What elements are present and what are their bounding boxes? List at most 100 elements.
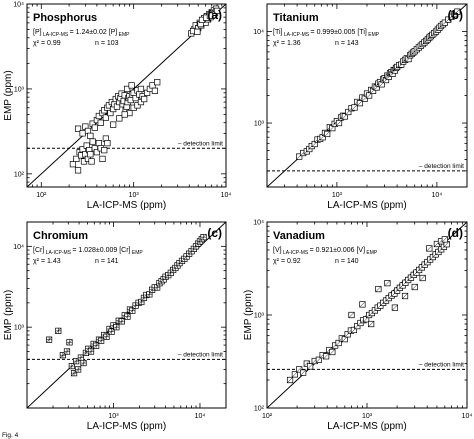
data-point <box>99 155 106 162</box>
detection-limit-label: – detection limit <box>419 361 464 368</box>
data-point <box>55 327 62 334</box>
data-point <box>97 119 104 126</box>
data-point <box>87 348 95 355</box>
caption-fragment: Fig. 4 <box>2 432 19 439</box>
plot-frame <box>26 221 227 409</box>
data-point <box>138 298 145 306</box>
data-point <box>359 301 366 308</box>
panel-label: (a) <box>207 8 222 22</box>
data-point <box>368 320 375 328</box>
data-point <box>296 366 303 373</box>
data-point <box>87 132 94 139</box>
panel-label: (d) <box>448 226 463 240</box>
sample-count: n = 103 <box>95 40 119 47</box>
data-point <box>454 8 461 15</box>
panel-phosphorus: 10² 10³ 10⁴ 10² 10³ 10⁴ LA-ICP-MS (ppm) EMP (pp… <box>3 2 231 212</box>
data-point <box>426 245 433 252</box>
x-tick-label: 10³ <box>362 413 373 420</box>
y-axis-label: EMP (ppm) <box>243 290 254 340</box>
detection-limit-label: – detection limit <box>178 140 223 147</box>
x-tick-label: 10³ <box>108 413 119 420</box>
x-tick-label: 10³ <box>332 192 343 199</box>
data-point <box>348 311 355 319</box>
data-point <box>324 130 331 138</box>
chi-square: χ² = 1.43 <box>33 258 61 265</box>
data-point <box>87 151 94 158</box>
data-point <box>93 342 100 349</box>
y-tick-label: 10³ <box>254 121 265 128</box>
x-tick-label: 10⁴ <box>462 413 473 420</box>
data-point <box>124 313 131 320</box>
data-point <box>113 324 120 331</box>
panel-vanadium: 10² 10³ 10⁴ 10² 10³ 10⁴ LA-ICP-MS (ppm) EMP (pp… <box>243 220 472 433</box>
data-point <box>102 114 109 121</box>
data-point <box>137 85 145 93</box>
data-point <box>286 376 294 384</box>
data-point <box>375 285 382 293</box>
panel-chromium: 10³ 10⁴ 10³ 10⁴ LA-ICP-MS (ppm) EMP (ppm) Chro… <box>3 221 227 432</box>
regression-equation: [Cr] LA-ICP-MS = 1.028±0.009 [Cr] EMP <box>33 247 143 256</box>
data-point <box>329 348 336 356</box>
data-point <box>91 124 98 131</box>
x-axis-label: LA-ICP-MS (ppm) <box>327 421 406 432</box>
data-point <box>45 336 53 343</box>
y-axis-label: EMP (ppm) <box>3 70 14 120</box>
detection-limit-label: – detection limit <box>178 351 223 358</box>
data-point <box>121 111 128 118</box>
data-point <box>103 333 110 340</box>
chi-square: χ² = 0.99 <box>33 40 61 47</box>
data-point <box>104 140 111 147</box>
data-point <box>132 94 139 102</box>
data-point <box>63 348 71 355</box>
data-point <box>151 87 159 94</box>
data-point <box>206 12 214 19</box>
data-point <box>401 292 409 300</box>
data-point <box>300 369 307 376</box>
x-tick-label: 10² <box>36 192 47 199</box>
data-point <box>124 85 131 93</box>
data-point <box>73 155 80 162</box>
regression-equation: [P] LA-ICP-MS = 1.24±0.02 [P] EMP <box>33 29 130 38</box>
data-point <box>351 104 358 111</box>
data-point <box>213 7 221 14</box>
panel-titanium: 10³ 10⁴ 10³ 10⁴ LA-ICP-MS (ppm) Titanium (b) [T… <box>253 3 468 211</box>
data-point <box>68 362 75 370</box>
x-axis-label: LA-ICP-MS (ppm) <box>87 200 166 211</box>
y-tick-label: 10³ <box>14 325 25 332</box>
sample-count: n = 140 <box>335 258 359 265</box>
data-point <box>391 304 398 311</box>
data-point <box>411 283 418 291</box>
data-point <box>88 158 95 165</box>
x-tick-label: 10² <box>262 413 273 420</box>
data-point <box>134 102 141 109</box>
plot-frame <box>26 3 227 188</box>
data-point <box>74 167 82 174</box>
data-point <box>441 236 448 243</box>
element-title: Phosphorus <box>33 12 97 24</box>
data-point <box>129 307 136 314</box>
data-point <box>291 371 298 378</box>
plot-frame <box>266 3 468 188</box>
element-title: Chromium <box>33 230 88 242</box>
y-tick-label: 10⁴ <box>253 220 264 227</box>
y-tick-label: 10² <box>254 406 265 413</box>
data-point <box>384 280 391 287</box>
data-point <box>419 274 426 282</box>
chi-square: χ² = 1.36 <box>273 40 301 47</box>
x-axis-label: LA-ICP-MS (ppm) <box>87 421 166 432</box>
data-point <box>74 125 82 132</box>
chi-square: χ² = 0.92 <box>273 258 301 265</box>
x-tick-label: 10⁴ <box>195 413 206 420</box>
data-point <box>93 149 101 156</box>
sample-count: n = 141 <box>95 258 119 265</box>
data-point <box>307 363 314 370</box>
panel-label: (b) <box>448 8 463 22</box>
regression-equation: [Ti] LA-ICP-MS = 0.999±0.005 [Ti] EMP <box>273 29 380 38</box>
data-point <box>95 140 102 147</box>
data-point <box>80 359 87 367</box>
plot-frame <box>266 221 468 409</box>
y-tick-label: 10⁴ <box>253 29 264 36</box>
sample-count: n = 143 <box>335 40 359 47</box>
element-title: Titanium <box>273 12 319 24</box>
